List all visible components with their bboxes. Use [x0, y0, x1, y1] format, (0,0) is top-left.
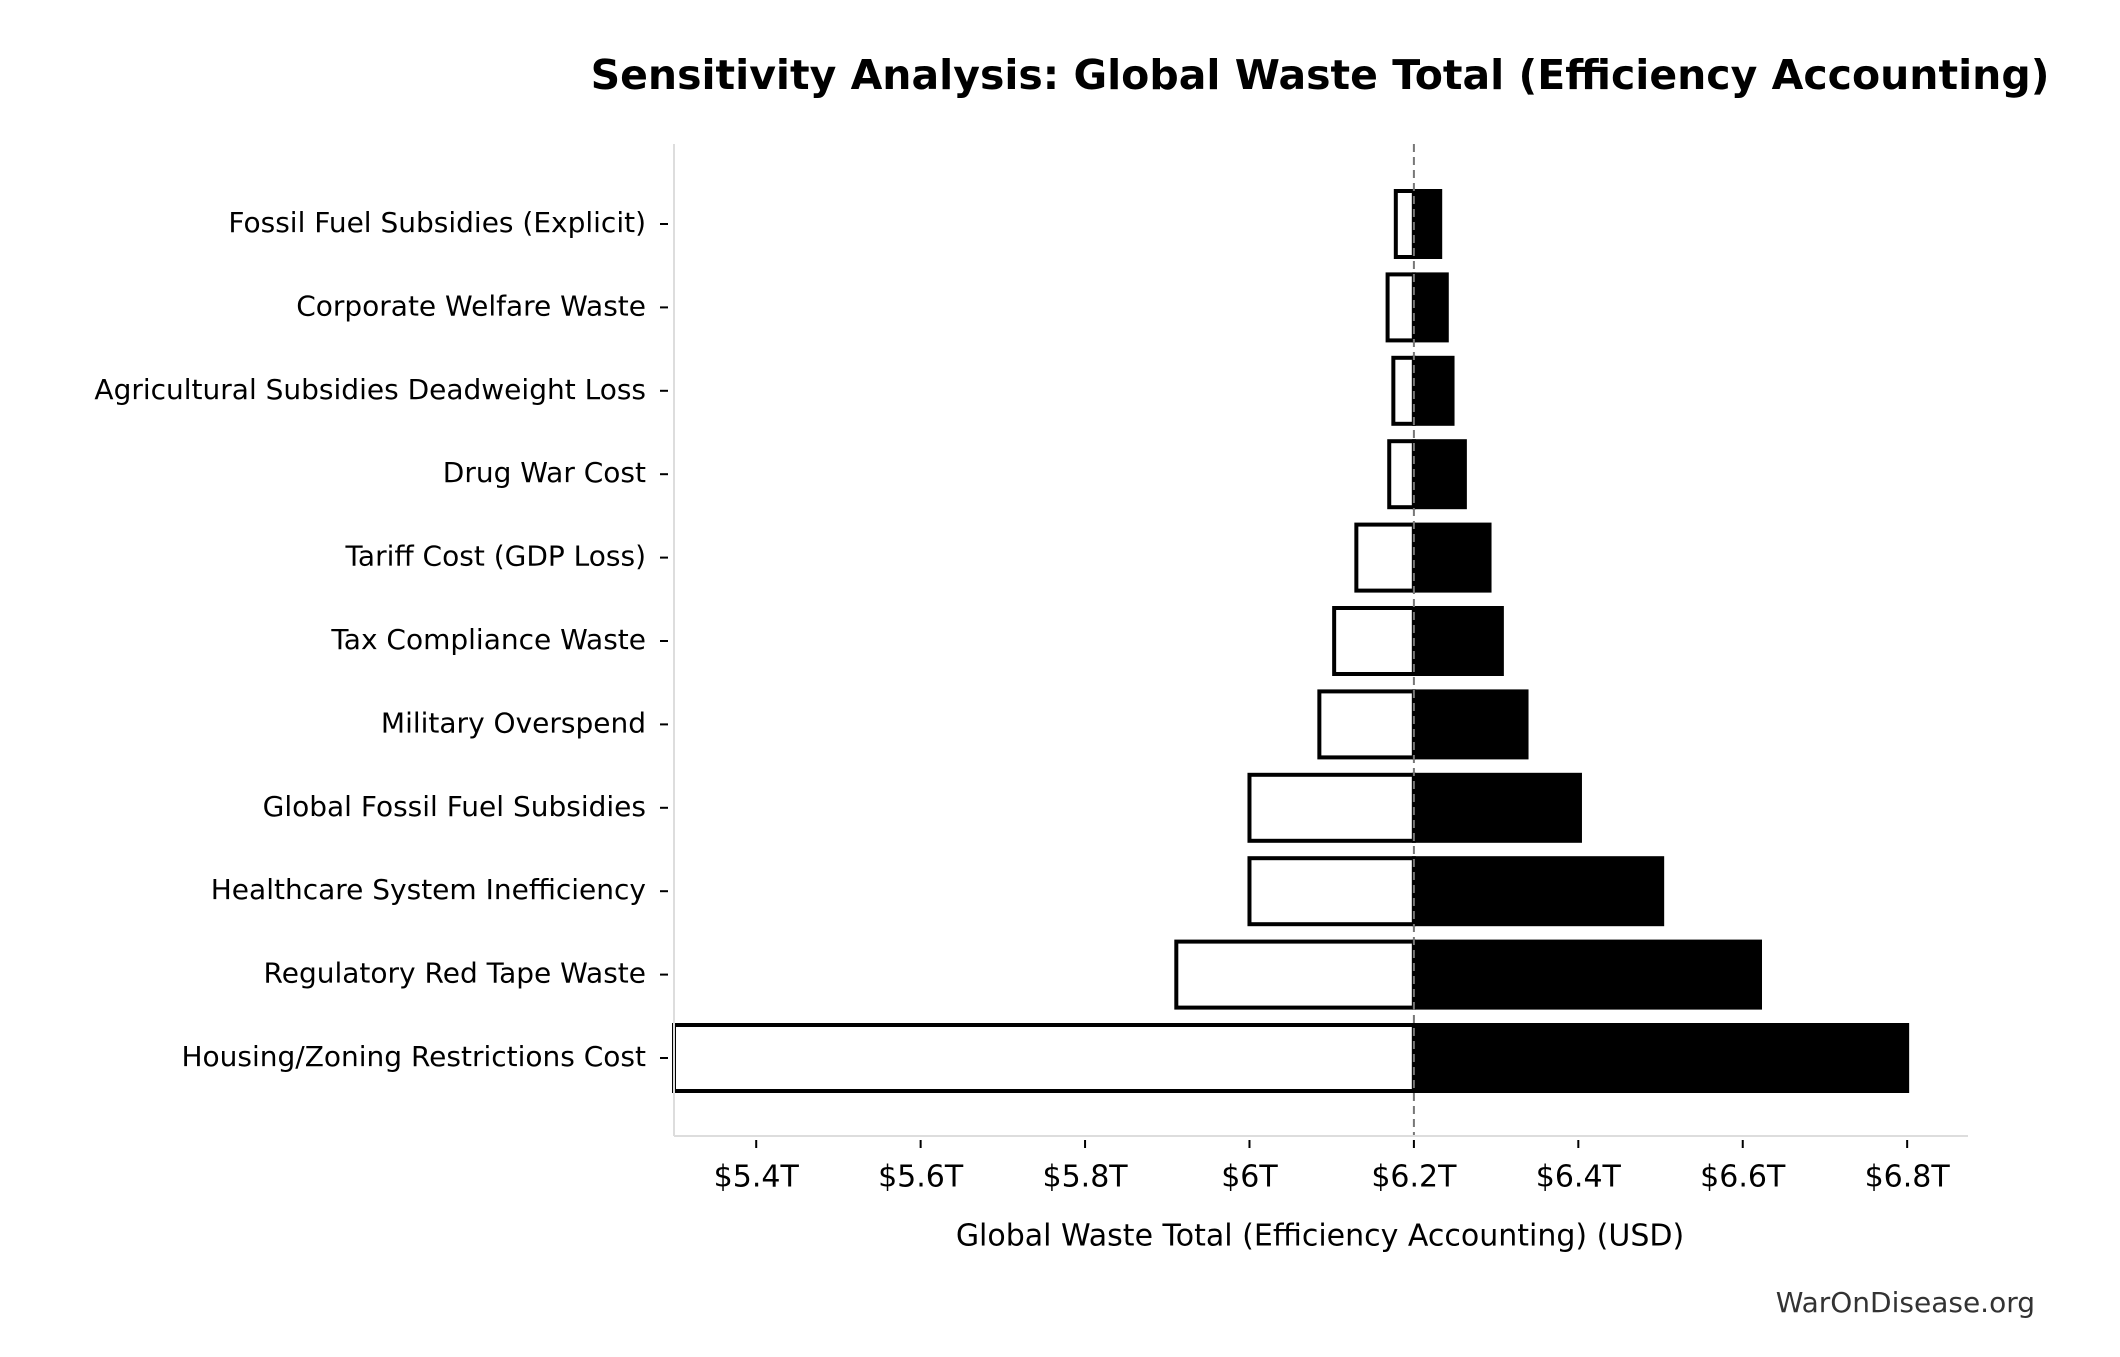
low-bar	[1385, 272, 1416, 343]
low-bar	[672, 1023, 1416, 1093]
x-tick-label: $6T	[1221, 1160, 1278, 1195]
chart-title: Sensitivity Analysis: Global Waste Total…	[591, 51, 2050, 99]
x-tick-label: $6.6T	[1700, 1160, 1786, 1195]
low-bar	[1317, 689, 1416, 760]
low-bar	[1247, 772, 1416, 843]
x-axis-label: Global Waste Total (Efficiency Accountin…	[956, 1219, 1684, 1254]
low-bar	[1387, 439, 1416, 510]
high-bar	[1411, 522, 1492, 593]
x-tick-label: $6.4T	[1536, 1160, 1622, 1195]
low-bar	[1354, 522, 1416, 593]
high-bar	[1411, 189, 1443, 259]
high-bar	[1411, 272, 1449, 343]
x-tick-label: $6.8T	[1865, 1160, 1951, 1195]
x-tick-label: $5.4T	[714, 1160, 800, 1195]
high-bar	[1411, 439, 1467, 510]
low-bar	[1174, 939, 1416, 1010]
y-tick-label: Corporate Welfare Waste	[296, 289, 646, 322]
y-tick-label: Tax Compliance Waste	[330, 623, 646, 656]
high-bar	[1411, 689, 1529, 760]
y-tick-label: Global Fossil Fuel Subsidies	[263, 790, 646, 823]
high-bar	[1411, 856, 1665, 927]
y-tick-label: Housing/Zoning Restrictions Cost	[181, 1040, 646, 1073]
high-bar	[1411, 772, 1582, 843]
y-tick-label: Tariff Cost (GDP Loss)	[344, 540, 646, 573]
y-tick-label: Regulatory Red Tape Waste	[264, 957, 646, 990]
y-tick-label: Fossil Fuel Subsidies (Explicit)	[228, 206, 646, 239]
high-bar	[1411, 355, 1455, 426]
low-bar	[1247, 856, 1416, 927]
x-tick-label: $6.2T	[1371, 1160, 1457, 1195]
y-tick-label: Healthcare System Inefficiency	[211, 873, 646, 906]
y-tick-label: Drug War Cost	[443, 456, 646, 489]
source-note: WarOnDisease.org	[1776, 1286, 2035, 1319]
x-tick-label: $5.8T	[1042, 1160, 1128, 1195]
low-bar	[1393, 189, 1416, 259]
x-tick-label: $5.6T	[878, 1160, 964, 1195]
high-bar	[1411, 939, 1763, 1010]
y-tick-label: Military Overspend	[381, 706, 646, 739]
y-tick-label: Agricultural Subsidies Deadweight Loss	[94, 373, 646, 406]
high-bar	[1411, 1023, 1910, 1093]
low-bar	[1391, 355, 1416, 426]
high-bar	[1411, 606, 1504, 676]
low-bar	[1332, 606, 1416, 676]
